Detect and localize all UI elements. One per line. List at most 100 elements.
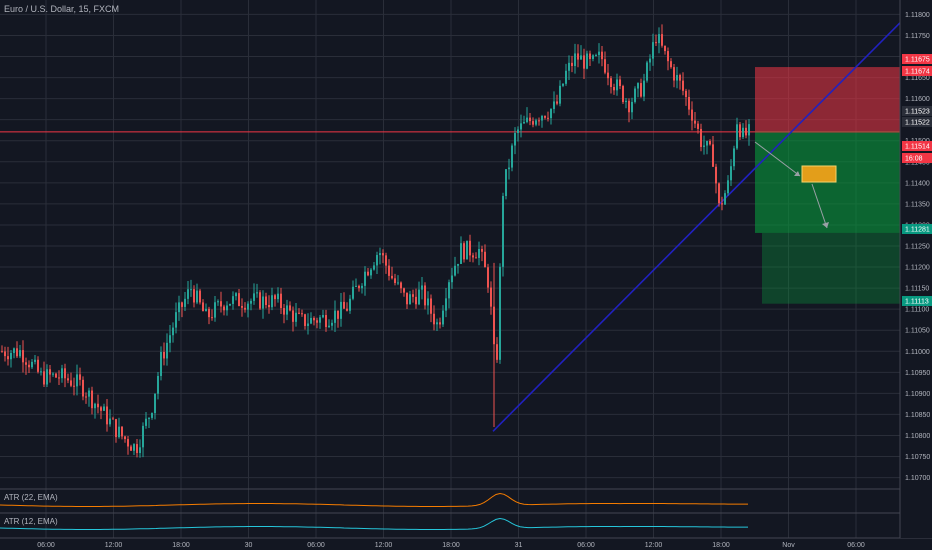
candle xyxy=(604,59,606,73)
candle xyxy=(28,364,30,368)
candle xyxy=(460,243,462,264)
candle xyxy=(337,310,339,319)
candle xyxy=(283,308,285,315)
target-zone-2[interactable] xyxy=(762,232,900,304)
candle xyxy=(661,34,663,46)
price-tag xyxy=(902,224,932,234)
candle xyxy=(133,444,135,451)
candle xyxy=(193,289,195,303)
candle xyxy=(64,368,66,379)
candle xyxy=(142,425,144,448)
candle xyxy=(637,83,639,89)
candle xyxy=(13,348,15,353)
candle xyxy=(400,282,402,289)
candle xyxy=(595,55,597,57)
candle xyxy=(94,403,96,409)
price-tag-text: 1.11523 xyxy=(905,109,930,116)
price-tick-label: 1.10900 xyxy=(905,391,930,398)
candle xyxy=(502,196,504,267)
candle xyxy=(145,418,147,426)
arrow-line[interactable] xyxy=(811,183,828,229)
price-tick-label: 1.11150 xyxy=(905,286,929,293)
candle xyxy=(577,53,579,60)
candle xyxy=(166,342,168,359)
candle xyxy=(730,166,732,181)
candle xyxy=(268,304,270,308)
candle xyxy=(697,123,699,129)
candle xyxy=(538,120,540,122)
candle xyxy=(139,447,141,453)
candle xyxy=(208,308,210,318)
atr22-label: ATR (22, EMA) xyxy=(4,493,58,502)
candle xyxy=(727,180,729,194)
candle xyxy=(580,55,582,60)
candle xyxy=(436,322,438,325)
candle xyxy=(10,352,12,360)
candle xyxy=(151,413,153,418)
candle xyxy=(100,407,102,411)
candle xyxy=(397,282,399,284)
chart-title: Euro / U.S. Dollar, 15, FXCM xyxy=(4,4,120,14)
trend-line-path[interactable] xyxy=(492,22,901,432)
annotations[interactable] xyxy=(754,141,837,229)
price-tick-label: 1.10700 xyxy=(905,475,930,482)
time-tick-label: 06:00 xyxy=(307,542,325,549)
candle xyxy=(610,78,612,87)
candle xyxy=(736,124,738,149)
candle xyxy=(247,303,249,310)
atr-panes xyxy=(0,492,748,530)
candle xyxy=(184,298,186,307)
time-tick-label: 06:00 xyxy=(577,542,595,549)
candle xyxy=(244,307,246,310)
candle xyxy=(34,359,36,362)
candle xyxy=(163,351,165,359)
candle xyxy=(634,88,636,102)
candle xyxy=(127,439,129,447)
candle xyxy=(586,53,588,69)
price-axis[interactable]: 1.118001.117501.117001.116501.116001.115… xyxy=(899,0,932,538)
candle xyxy=(649,58,651,63)
price-axis-bg xyxy=(900,0,932,538)
candle xyxy=(664,45,666,52)
candle xyxy=(475,257,477,259)
candle xyxy=(175,312,177,328)
candle xyxy=(652,42,654,59)
candle xyxy=(301,313,303,315)
price-tag-text: 1.11514 xyxy=(905,144,930,151)
candle xyxy=(472,255,474,258)
candle xyxy=(88,390,90,397)
candle xyxy=(52,373,54,375)
candle xyxy=(526,117,528,123)
candle xyxy=(130,446,132,451)
candle xyxy=(454,265,456,276)
candle xyxy=(7,356,9,360)
candle xyxy=(739,124,741,138)
candle xyxy=(250,300,252,304)
candle xyxy=(466,240,468,260)
time-tick-label: 12:00 xyxy=(645,542,663,549)
time-axis[interactable]: 06:00 12:00 18:00 30 06:00 12:00 18:00 31 06:00 1… xyxy=(37,542,865,549)
candle xyxy=(670,61,672,68)
price-tick-label: 1.11050 xyxy=(905,328,930,335)
trend-line[interactable] xyxy=(492,22,901,432)
candle xyxy=(508,167,510,170)
candle xyxy=(217,301,219,303)
candle xyxy=(4,351,6,357)
candle xyxy=(418,289,420,305)
candle xyxy=(148,417,150,419)
candle xyxy=(499,266,501,360)
stop-zone[interactable] xyxy=(755,67,900,132)
price-tick-label: 1.11350 xyxy=(905,201,930,208)
arrow-head-icon xyxy=(794,171,800,176)
candle xyxy=(523,122,525,124)
candle xyxy=(367,271,369,276)
arrow-line[interactable] xyxy=(754,141,801,177)
candle xyxy=(223,306,225,311)
candle xyxy=(106,406,108,425)
target-box[interactable] xyxy=(801,165,837,183)
candle xyxy=(544,115,546,118)
candle xyxy=(364,271,366,286)
position-tool[interactable] xyxy=(0,67,900,304)
candle xyxy=(115,419,117,438)
